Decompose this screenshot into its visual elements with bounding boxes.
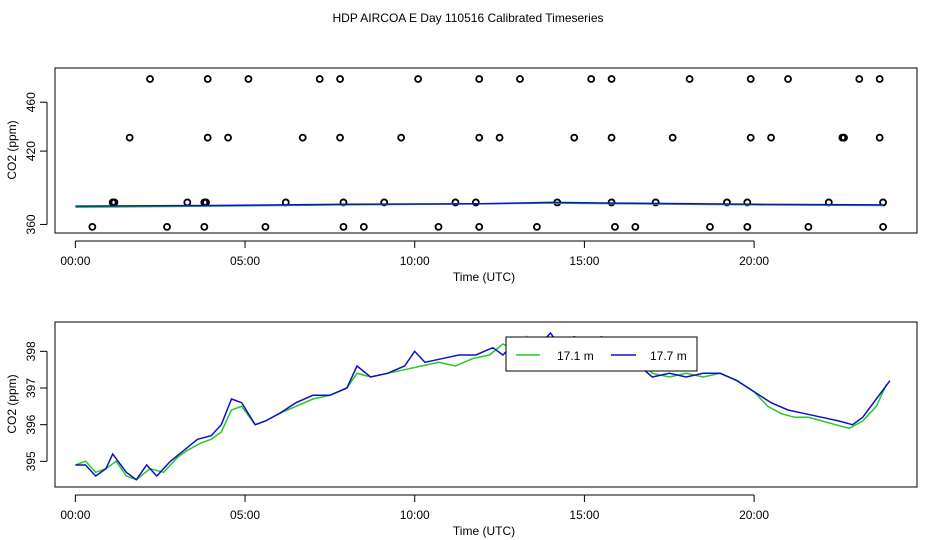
legend-box: [505, 336, 698, 372]
top-data-point: [315, 75, 324, 83]
page-title: HDP AIRCOA E Day 110516 Calibrated Times…: [332, 11, 603, 25]
top-data-point: [397, 133, 406, 142]
top-data-point: [516, 75, 524, 83]
top-series-line-blue: [75, 201, 884, 207]
top-data-point: [668, 133, 677, 142]
top-data-point: [336, 133, 344, 142]
top-xlabel: Time (UTC): [453, 270, 515, 284]
bottom-x-tick-label: 10:00: [400, 508, 430, 522]
top-data-point: [706, 222, 714, 231]
bottom-y-tick-label: 397: [24, 378, 38, 398]
top-data-point: [203, 75, 212, 83]
bottom-x-tick-label: 20:00: [739, 508, 769, 522]
top-data-point: [570, 133, 579, 142]
top-data-point: [651, 198, 660, 207]
top-y-tick-label: 420: [24, 141, 38, 161]
top-data-point: [723, 198, 731, 207]
legend-label-0: 17.1 m: [557, 349, 594, 363]
top-x-tick-label: 05:00: [230, 254, 260, 268]
top-data-point: [875, 133, 884, 142]
top-data-point: [746, 75, 755, 83]
top-data-point: [200, 222, 209, 231]
top-data-point: [414, 75, 423, 83]
top-data-point: [203, 133, 212, 142]
bottom-panel: CO2 (ppm) Time (UTC) 00:00 05:00 10:00 15:0…: [5, 321, 918, 538]
top-data-point: [451, 198, 460, 207]
top-y-tick-label: 360: [24, 214, 38, 234]
top-data-point: [339, 222, 348, 231]
top-data-point: [202, 198, 210, 207]
legend: 17.1 m 17.7 m: [505, 336, 698, 372]
bottom-x-tick-label: 15:00: [569, 508, 599, 522]
top-data-point: [434, 222, 443, 231]
top-data-point: [224, 133, 232, 142]
top-data-point: [746, 133, 755, 142]
top-data-point: [840, 133, 848, 142]
bottom-axes: 00:00 05:00 10:00 15:00 20:00 395 396 397 398: [24, 341, 769, 522]
bottom-y-tick-label: 395: [24, 451, 38, 471]
top-data-point: [125, 133, 134, 142]
bottom-xlabel: Time (UTC): [453, 524, 515, 538]
top-data-point: [244, 75, 253, 83]
top-data-point: [336, 75, 344, 83]
top-data-point: [475, 133, 484, 142]
top-series: [75, 75, 887, 231]
top-data-point: [631, 222, 640, 231]
top-data-point: [88, 222, 97, 231]
bottom-plot-frame: [54, 321, 918, 488]
bottom-series-line-blue: [75, 331, 891, 481]
top-data-point: [743, 222, 752, 231]
top-x-tick-label: 15:00: [569, 254, 599, 268]
top-data-point: [611, 222, 619, 231]
top-data-point: [359, 222, 368, 231]
top-axes: 00:00 05:00 10:00 15:00 20:00 360 420 460: [24, 92, 769, 268]
top-x-tick-label: 20:00: [739, 254, 769, 268]
top-data-point: [298, 133, 307, 142]
legend-label-1: 17.7 m: [650, 349, 687, 363]
top-data-point: [261, 222, 270, 231]
top-data-point: [607, 133, 616, 142]
top-plot-frame: [54, 67, 918, 234]
top-data-point: [879, 222, 887, 231]
top-data-point: [183, 198, 192, 207]
top-data-point: [533, 222, 541, 231]
bottom-y-tick-label: 396: [24, 414, 38, 434]
top-y-tick-label: 460: [24, 92, 38, 112]
top-data-point: [475, 75, 484, 83]
top-x-tick-label: 10:00: [400, 254, 430, 268]
bottom-y-tick-label: 398: [24, 341, 38, 361]
top-ylabel: CO2 (ppm): [5, 120, 19, 179]
bottom-series-line-green: [75, 335, 888, 481]
top-data-point: [607, 75, 616, 83]
top-panel: CO2 (ppm) Time (UTC) 00:00 05:00 10:00 15:0…: [5, 67, 918, 284]
top-data-point: [163, 222, 171, 231]
bottom-ylabel: CO2 (ppm): [5, 374, 19, 433]
top-data-point: [767, 133, 775, 142]
bottom-series: [75, 331, 891, 481]
top-data-point: [380, 198, 389, 207]
top-data-point: [475, 222, 484, 231]
top-data-point: [587, 75, 596, 83]
top-data-point: [471, 198, 480, 207]
top-data-point: [146, 75, 154, 83]
top-data-point: [495, 133, 504, 142]
top-data-point: [685, 75, 694, 83]
bottom-x-tick-label: 00:00: [60, 508, 90, 522]
top-data-point: [875, 75, 884, 83]
top-data-point: [784, 75, 792, 83]
top-x-tick-label: 00:00: [60, 254, 90, 268]
top-data-point: [804, 222, 813, 231]
bottom-x-tick-label: 05:00: [230, 508, 260, 522]
top-data-point: [855, 75, 864, 83]
